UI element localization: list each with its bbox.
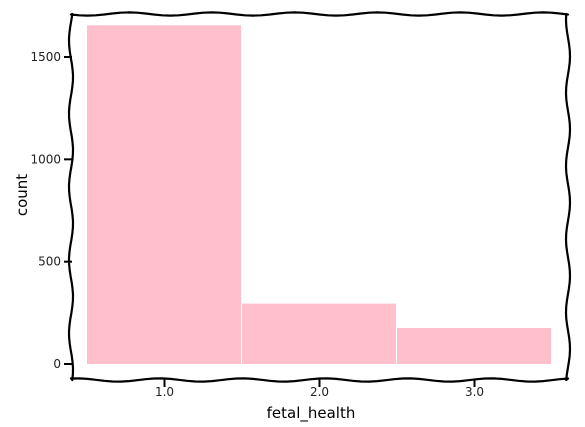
plot-frame bbox=[67, 11, 572, 383]
bar-1.0 bbox=[87, 25, 241, 364]
y-axis-ticks: 0 500 1000 1500 bbox=[30, 50, 72, 371]
y-tick-label: 500 bbox=[38, 255, 61, 269]
y-tick-label: 1000 bbox=[30, 152, 61, 166]
x-tick-label: 3.0 bbox=[465, 385, 484, 399]
x-axis-label: fetal_health bbox=[267, 404, 356, 423]
bars-group bbox=[87, 25, 551, 364]
bar-2.0 bbox=[242, 303, 396, 364]
y-axis-label: count bbox=[13, 174, 31, 216]
x-axis-ticks: 1.0 2.0 3.0 bbox=[155, 379, 484, 399]
y-tick-label: 0 bbox=[53, 357, 61, 371]
x-tick-label: 1.0 bbox=[155, 385, 174, 399]
x-tick-label: 2.0 bbox=[310, 385, 329, 399]
y-tick-label: 1500 bbox=[30, 50, 61, 64]
bar-3.0 bbox=[397, 327, 551, 364]
